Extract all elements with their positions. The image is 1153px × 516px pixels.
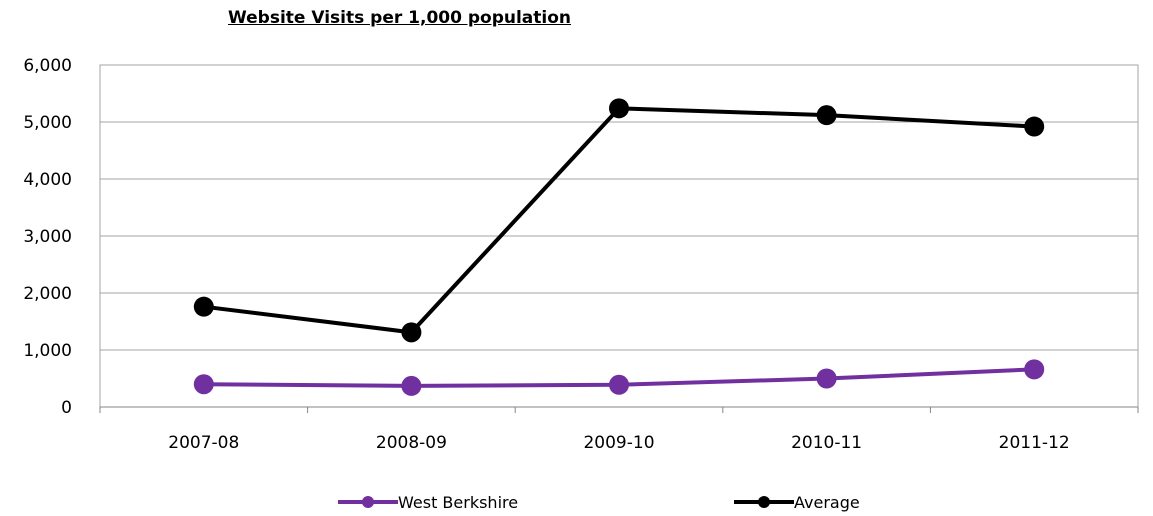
series-0 (193, 359, 1045, 396)
data-point (609, 98, 629, 119)
data-point (1024, 359, 1045, 380)
legend-item: West Berkshire (338, 493, 518, 512)
x-tick-labels: 2007-08 2008-09 2009-10 2010-11 2011-12 (168, 433, 1069, 453)
x-tick-label: 2011-12 (999, 433, 1070, 453)
y-tick-label: 4,000 (23, 170, 72, 190)
chart-title: Website Visits per 1,000 population (228, 8, 572, 28)
data-point (193, 296, 214, 317)
x-tick-label: 2008-09 (376, 433, 447, 453)
series-layer (193, 98, 1045, 396)
data-point (1024, 116, 1045, 137)
data-point (816, 105, 837, 126)
data-point (609, 374, 629, 395)
x-tick-label: 2009-10 (583, 433, 654, 453)
axes (99, 64, 1139, 413)
y-tick-label: 6,000 (23, 56, 72, 76)
series-1 (193, 98, 1045, 343)
series-line (203, 106, 1035, 335)
y-tick-label: 1,000 (23, 341, 72, 361)
data-point (193, 374, 214, 395)
y-tick-label: 3,000 (23, 227, 72, 247)
data-point (816, 368, 837, 389)
legend-label: West Berkshire (398, 493, 518, 512)
legend-marker (362, 496, 374, 508)
legend-item: Average (734, 493, 860, 512)
x-tick-label: 2007-08 (168, 433, 239, 453)
data-point (401, 375, 422, 396)
y-tick-label: 0 (61, 398, 72, 418)
data-point (401, 322, 422, 343)
legend-label: Average (794, 493, 860, 512)
x-tick-label: 2010-11 (791, 433, 862, 453)
y-tick-labels: 0 1,000 2,000 3,000 4,000 5,000 6,000 (23, 56, 72, 418)
y-tick-label: 2,000 (23, 284, 72, 304)
legend: West Berkshire Average (338, 493, 860, 512)
y-tick-label: 5,000 (23, 113, 72, 133)
legend-marker (758, 496, 770, 508)
